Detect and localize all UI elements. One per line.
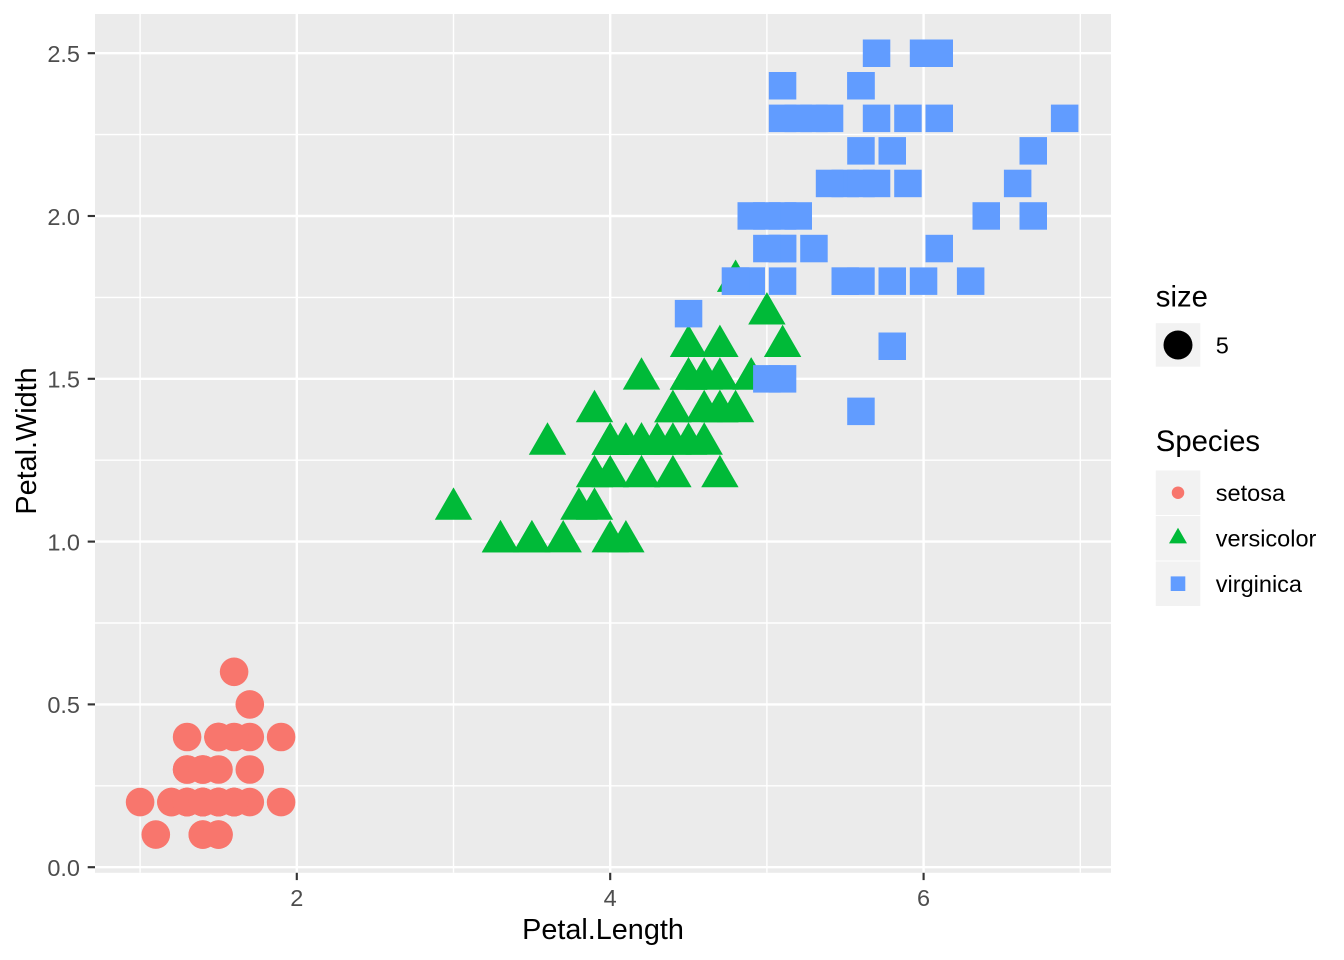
svg-text:1.5: 1.5 bbox=[47, 367, 80, 393]
svg-text:2.5: 2.5 bbox=[47, 41, 80, 67]
svg-text:setosa: setosa bbox=[1216, 480, 1286, 506]
svg-text:0.0: 0.0 bbox=[47, 855, 80, 881]
svg-text:6: 6 bbox=[917, 885, 930, 911]
svg-text:2.0: 2.0 bbox=[47, 204, 80, 230]
svg-text:Petal.Length: Petal.Length bbox=[522, 914, 684, 946]
svg-text:size: size bbox=[1156, 281, 1208, 314]
svg-text:Petal.Width: Petal.Width bbox=[11, 367, 43, 514]
svg-text:5: 5 bbox=[1216, 333, 1229, 359]
svg-text:versicolor: versicolor bbox=[1216, 526, 1317, 552]
svg-text:4: 4 bbox=[604, 885, 617, 911]
svg-text:Species: Species bbox=[1156, 425, 1260, 458]
svg-text:virginica: virginica bbox=[1216, 571, 1303, 597]
svg-text:0.5: 0.5 bbox=[47, 692, 80, 718]
svg-text:1.0: 1.0 bbox=[47, 529, 80, 555]
svg-text:2: 2 bbox=[290, 885, 303, 911]
